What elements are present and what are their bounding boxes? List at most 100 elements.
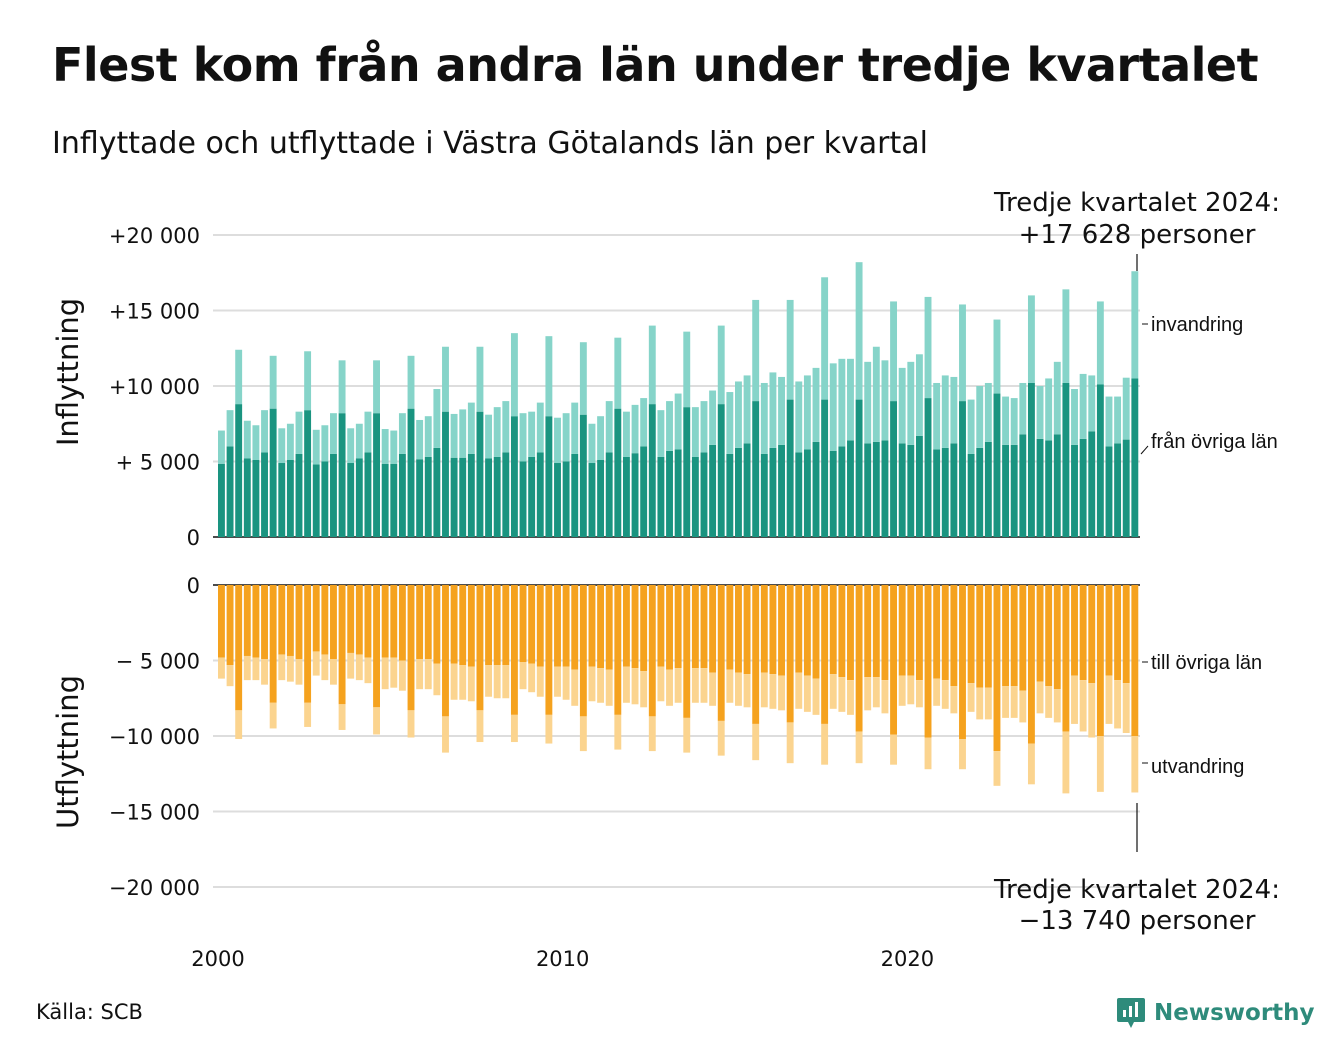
bar-invandring (812, 367, 820, 442)
bar-till-ovriga-lan (295, 585, 303, 659)
bar-fran-ovriga-lan (588, 463, 596, 537)
bar-invandring (967, 399, 975, 454)
bar-utvandring (467, 666, 475, 702)
bar-utvandring (243, 655, 251, 681)
bar-utvandring (1036, 681, 1044, 714)
bar-invandring (631, 404, 639, 454)
label-till-ovriga-lan: till övriga län (1151, 652, 1262, 674)
bar-utvandring (416, 658, 424, 690)
bar-till-ovriga-lan (1071, 585, 1078, 676)
bar-fran-ovriga-lan (381, 463, 389, 537)
bar-utvandring (1045, 686, 1053, 718)
bar-till-ovriga-lan (304, 585, 312, 703)
bar-utvandring (218, 657, 225, 679)
bar-till-ovriga-lan (1045, 585, 1053, 687)
bar-fran-ovriga-lan (778, 444, 785, 537)
bar-till-ovriga-lan (364, 585, 372, 658)
bar-till-ovriga-lan (381, 585, 389, 658)
bar-till-ovriga-lan (407, 585, 415, 711)
bar-fran-ovriga-lan (493, 456, 501, 537)
bar-invandring (536, 402, 544, 453)
bar-invandring (252, 425, 260, 460)
bar-till-ovriga-lan (1122, 585, 1130, 684)
bar-utvandring (519, 662, 527, 690)
bar-till-ovriga-lan (338, 585, 346, 705)
bar-utvandring (1105, 675, 1113, 724)
bar-invandring (338, 360, 346, 414)
bar-till-ovriga-lan (485, 585, 493, 666)
bar-utvandring (407, 710, 415, 738)
bar-invandring (1079, 373, 1087, 439)
bar-invandring (898, 367, 906, 444)
bar-fran-ovriga-lan (605, 452, 613, 537)
bar-invandring (622, 411, 630, 457)
bar-utvandring (984, 687, 992, 720)
bar-utvandring (726, 669, 734, 703)
bar-fran-ovriga-lan (976, 447, 984, 537)
bar-fran-ovriga-lan (243, 458, 251, 537)
bottom-y-tick-label: −15 000 (109, 801, 200, 825)
bar-invandring (218, 430, 225, 464)
bar-till-ovriga-lan (855, 585, 863, 732)
bar-invandring (442, 346, 449, 412)
bar-utvandring (459, 665, 467, 700)
bar-fran-ovriga-lan (312, 464, 320, 537)
chart-title: Flest kom från andra län under tredje kv… (52, 38, 1259, 92)
bar-utvandring (433, 663, 441, 696)
bottom-annotation-label: Tredje kvartalet 2024: (993, 875, 1280, 905)
x-tick-label: 2000 (191, 947, 244, 971)
bar-till-ovriga-lan (459, 585, 467, 666)
bar-till-ovriga-lan (588, 585, 596, 667)
bar-till-ovriga-lan (1036, 585, 1044, 682)
bar-fran-ovriga-lan (1071, 444, 1078, 537)
bar-till-ovriga-lan (355, 585, 363, 655)
newsworthy-logo-icon (1117, 998, 1145, 1028)
bar-invandring (915, 354, 923, 436)
bar-till-ovriga-lan (967, 585, 975, 684)
bar-invandring (959, 304, 966, 402)
bar-fran-ovriga-lan (424, 456, 432, 537)
bar-till-ovriga-lan (519, 585, 527, 663)
bar-invandring (1027, 295, 1035, 383)
bar-utvandring (872, 677, 880, 708)
top-y-tick-label: + 5 000 (116, 451, 200, 475)
bar-invandring (838, 358, 846, 447)
bar-till-ovriga-lan (657, 585, 665, 667)
bar-utvandring (881, 680, 889, 714)
bar-invandring (226, 410, 234, 447)
bar-fran-ovriga-lan (1114, 443, 1122, 537)
bar-fran-ovriga-lan (261, 452, 268, 537)
bar-invandring (1019, 382, 1027, 435)
bar-utvandring (321, 654, 329, 681)
label-utvandring: utvandring (1151, 756, 1244, 778)
bar-till-ovriga-lan (683, 585, 691, 718)
bar-utvandring (442, 716, 449, 753)
bar-invandring (1036, 386, 1044, 439)
bar-till-ovriga-lan (1002, 585, 1010, 687)
bar-till-ovriga-lan (1010, 585, 1018, 687)
bar-till-ovriga-lan (941, 585, 949, 681)
bar-invandring (364, 411, 372, 453)
bar-fran-ovriga-lan (579, 414, 587, 537)
bar-fran-ovriga-lan (933, 449, 941, 537)
bar-utvandring (666, 669, 673, 706)
bar-fran-ovriga-lan (786, 399, 794, 537)
bar-till-ovriga-lan (795, 585, 803, 673)
bar-invandring (1002, 396, 1010, 445)
bar-utvandring (390, 657, 398, 688)
bar-till-ovriga-lan (709, 585, 717, 673)
bar-invandring (1105, 396, 1113, 447)
bottom-y-axis-title: Utflyttning (51, 675, 85, 829)
bar-invandring (467, 402, 475, 454)
bar-fran-ovriga-lan (519, 461, 527, 537)
bar-utvandring (743, 674, 751, 708)
bar-fran-ovriga-lan (304, 410, 312, 537)
bar-utvandring (476, 710, 484, 743)
bar-till-ovriga-lan (545, 585, 553, 715)
bar-utvandring (993, 751, 1001, 786)
bar-utvandring (554, 666, 561, 697)
bar-fran-ovriga-lan (614, 408, 622, 537)
bar-invandring (1131, 271, 1139, 379)
bar-till-ovriga-lan (502, 585, 510, 666)
